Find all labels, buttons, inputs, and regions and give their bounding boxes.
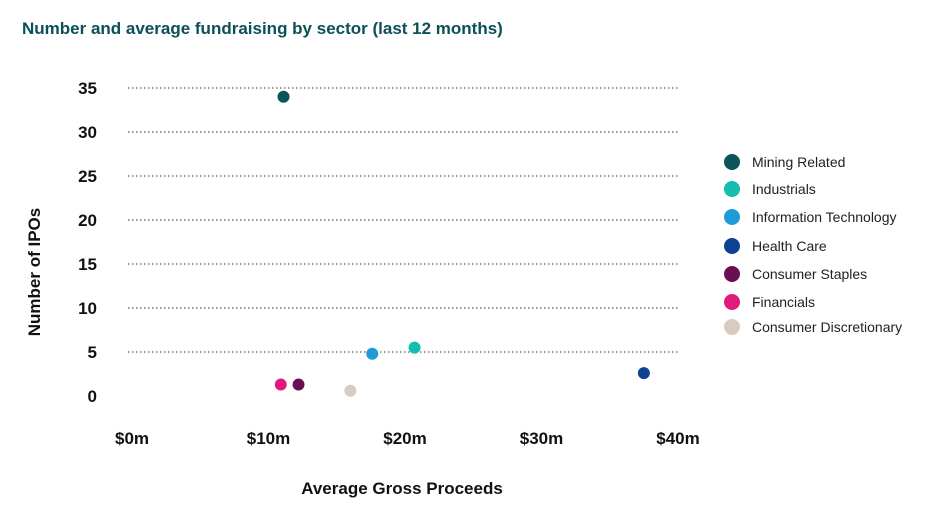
legend-label-financials: Financials bbox=[752, 294, 815, 310]
data-points bbox=[274, 90, 650, 397]
legend-label-health-care: Health Care bbox=[752, 238, 827, 254]
x-tick-label: $20m bbox=[383, 429, 426, 448]
y-tick-label: 5 bbox=[88, 343, 97, 362]
legend-marker-health-care bbox=[724, 238, 740, 254]
legend-label-mining-related: Mining Related bbox=[752, 154, 845, 170]
data-point-consumer-staples bbox=[292, 378, 305, 391]
y-tick-label: 30 bbox=[78, 123, 97, 142]
x-tick-label: $10m bbox=[247, 429, 290, 448]
legend-marker-financials bbox=[724, 294, 740, 310]
legend: Mining Related Industrials Information Tec… bbox=[724, 154, 902, 335]
legend-marker-consumer-staples bbox=[724, 266, 740, 282]
chart-title: Number and average fundraising by sector… bbox=[22, 19, 503, 38]
legend-marker-industrials bbox=[724, 181, 740, 197]
data-point-mining-related bbox=[277, 90, 290, 103]
y-axis-label: Number of IPOs bbox=[25, 208, 44, 336]
data-point-consumer-discretionary bbox=[344, 384, 357, 397]
y-tick-label: 0 bbox=[88, 387, 97, 406]
legend-marker-consumer-discretionary bbox=[724, 319, 740, 335]
legend-label-information-technology: Information Technology bbox=[752, 209, 897, 225]
x-axis-ticks: $0m $10m $20m $30m $40m bbox=[115, 429, 700, 448]
y-axis-ticks: 0 5 10 15 20 25 30 35 bbox=[78, 79, 97, 406]
data-point-financials bbox=[274, 378, 287, 391]
legend-label-industrials: Industrials bbox=[752, 181, 816, 197]
data-point-health-care bbox=[637, 367, 650, 380]
data-point-information-technology bbox=[366, 347, 379, 360]
x-tick-label: $30m bbox=[520, 429, 563, 448]
y-tick-label: 10 bbox=[78, 299, 97, 318]
y-tick-label: 25 bbox=[78, 167, 97, 186]
data-point-industrials bbox=[408, 341, 421, 354]
x-axis-label: Average Gross Proceeds bbox=[301, 479, 503, 498]
legend-label-consumer-staples: Consumer Staples bbox=[752, 266, 867, 282]
y-tick-label: 20 bbox=[78, 211, 97, 230]
legend-marker-information-technology bbox=[724, 209, 740, 225]
legend-marker-mining-related bbox=[724, 154, 740, 170]
x-tick-label: $40m bbox=[656, 429, 699, 448]
legend-label-consumer-discretionary: Consumer Discretionary bbox=[752, 319, 902, 335]
x-tick-label: $0m bbox=[115, 429, 149, 448]
y-tick-label: 35 bbox=[78, 79, 97, 98]
y-tick-label: 15 bbox=[78, 255, 97, 274]
gridlines bbox=[128, 87, 678, 353]
